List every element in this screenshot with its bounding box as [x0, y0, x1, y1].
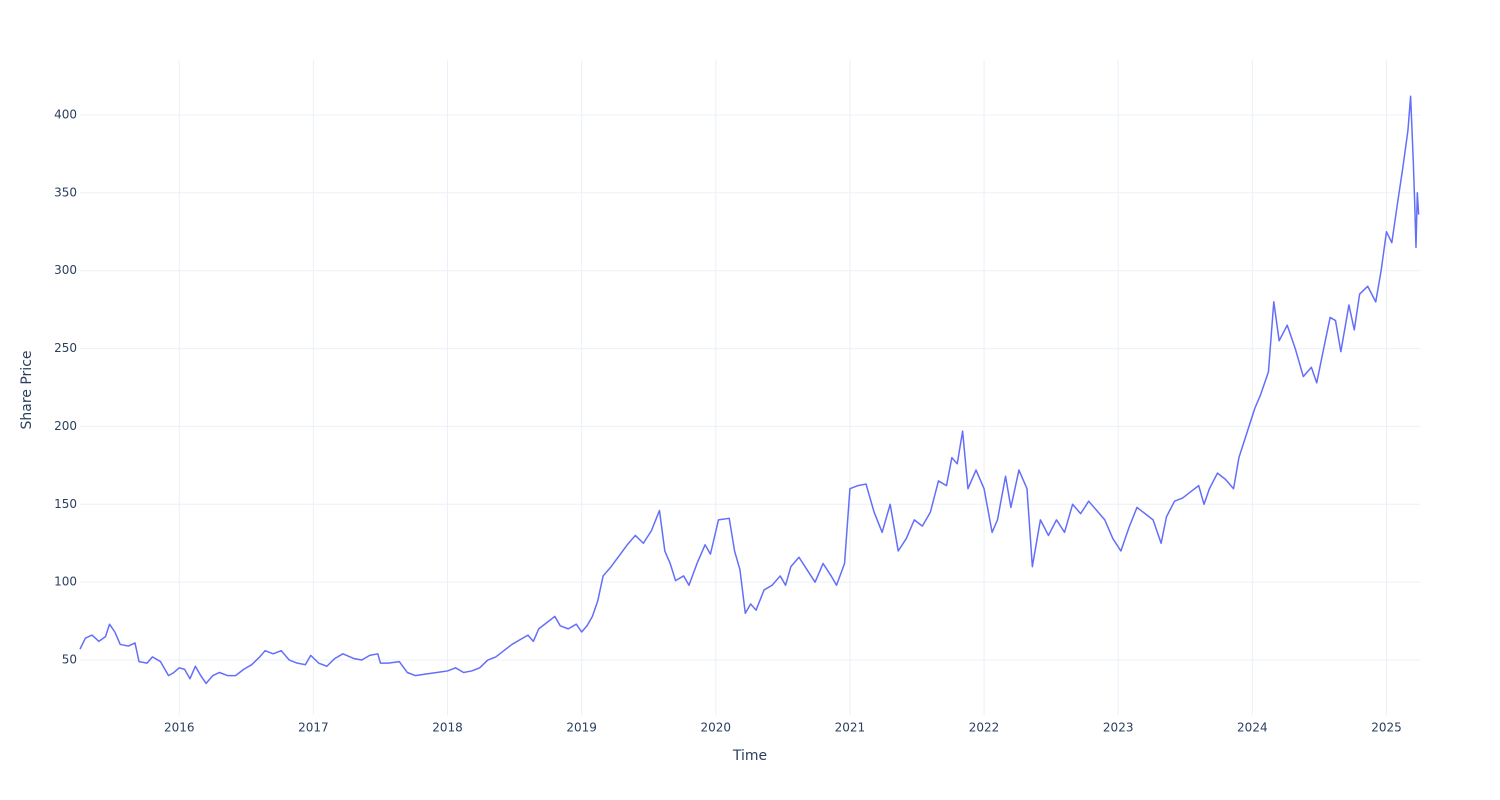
y-tick-label: 250 [54, 341, 77, 355]
x-tick-label: 2024 [1237, 721, 1268, 735]
y-tick-label: 350 [54, 185, 77, 199]
x-tick-label: 2019 [566, 721, 597, 735]
x-tick-label: 2023 [1103, 721, 1134, 735]
y-tick-label: 400 [54, 107, 77, 121]
x-tick-label: 2021 [835, 721, 866, 735]
y-tick-label: 300 [54, 263, 77, 277]
y-tick-label: 200 [54, 419, 77, 433]
y-axis-title: Share Price [19, 350, 35, 429]
x-tick-label: 2022 [969, 721, 1000, 735]
x-tick-label: 2018 [432, 721, 463, 735]
x-tick-label: 2020 [701, 721, 732, 735]
x-tick-label: 2025 [1371, 721, 1402, 735]
y-tick-label: 100 [54, 575, 77, 589]
price-line [79, 95, 1420, 685]
y-tick-label: 50 [62, 653, 77, 667]
x-tick-label: 2016 [164, 721, 195, 735]
x-axis-title: Time [732, 748, 767, 764]
x-tick-label: 2017 [298, 721, 329, 735]
y-tick-label: 150 [54, 497, 77, 511]
